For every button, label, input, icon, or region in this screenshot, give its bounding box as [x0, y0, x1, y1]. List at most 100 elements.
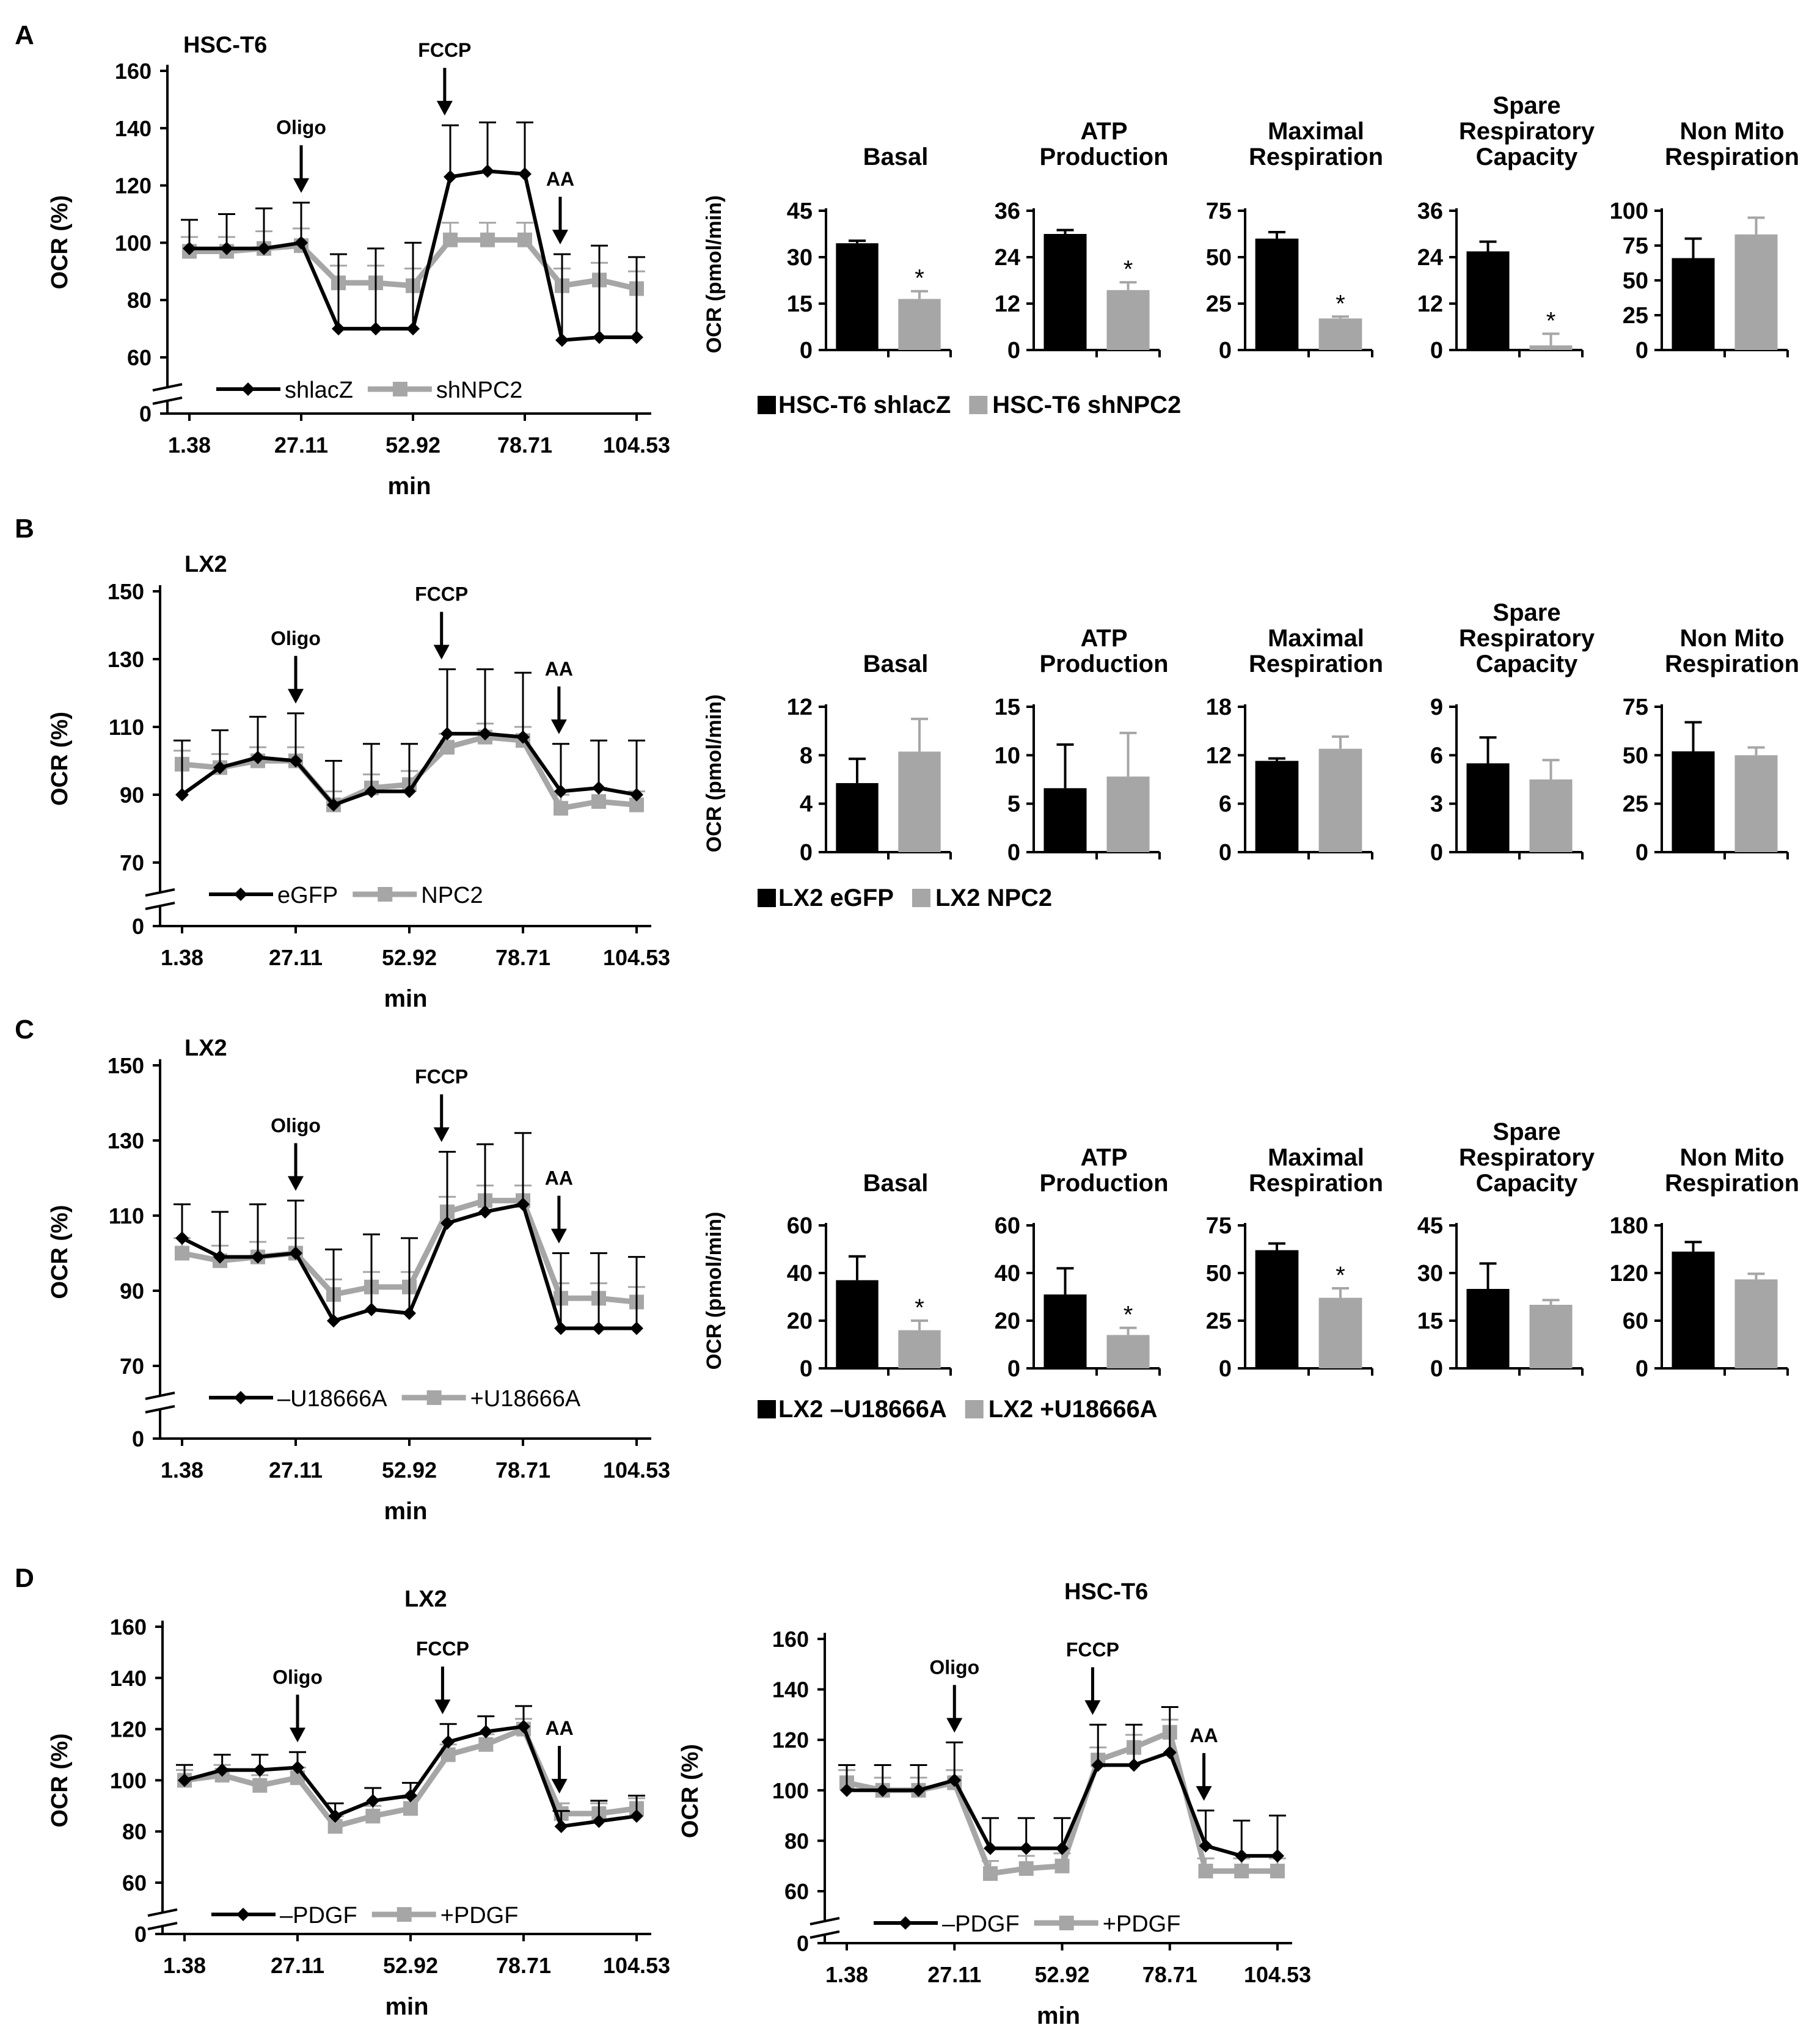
data-point	[1270, 1863, 1285, 1878]
bar-control	[1043, 788, 1087, 852]
y-tick-label: 75	[1206, 1213, 1232, 1239]
legend-marker	[236, 1908, 250, 1921]
data-point	[253, 1763, 267, 1777]
bar-control	[1672, 258, 1715, 350]
bar-panel-title-line: Maximal	[1268, 118, 1364, 145]
x-tick-label: 52.92	[383, 1953, 438, 1978]
y-tick-label: 12	[1206, 743, 1232, 768]
data-point	[630, 1809, 643, 1823]
y-tick-label: 45	[787, 199, 813, 224]
data-point	[554, 1819, 568, 1833]
y-zero-label: 0	[797, 1931, 809, 1956]
x-axis-label: min	[384, 985, 427, 1012]
y-tick-label: 50	[1623, 743, 1648, 768]
y-tick-label: 0	[1007, 1356, 1020, 1382]
x-tick-label: 52.92	[386, 432, 440, 458]
data-point	[178, 1773, 191, 1787]
data-point	[441, 1735, 455, 1749]
panel-label: A	[15, 20, 34, 50]
aa-annotation: AA	[1190, 1724, 1218, 1746]
legend-label: eGFP	[277, 883, 338, 908]
y-tick-label: 80	[784, 1828, 809, 1853]
panel-label: B	[15, 514, 34, 544]
y-tick-label: 50	[1206, 1261, 1232, 1286]
bar-panel-title-line: Respiration	[1665, 1170, 1799, 1197]
x-tick-label: 52.92	[1034, 1962, 1089, 1987]
bar-panel-title-line: Capacity	[1476, 1170, 1578, 1197]
y-tick-label: 120	[115, 173, 152, 199]
legend-label: shlacZ	[285, 378, 353, 403]
bar-panel-title-line: Production	[1039, 1170, 1168, 1197]
y-tick-label: 80	[127, 288, 152, 313]
data-point	[517, 1720, 530, 1734]
bar-panel-title-line: Spare	[1493, 599, 1560, 626]
y-tick-label: 8	[800, 743, 813, 768]
bar-panel-title-line: Respiratory	[1459, 118, 1595, 145]
data-point	[983, 1866, 998, 1881]
series-control	[176, 1705, 645, 1833]
panel-label: C	[15, 1015, 34, 1045]
y-tick-label: 110	[109, 1203, 144, 1228]
y-tick-label: 25	[1623, 303, 1648, 329]
data-point	[213, 1250, 227, 1264]
fccp-annotation: FCCP	[418, 39, 471, 61]
line-chart-D_left: D LX2 60 80 100 120 140 160 0 1.38 27.11 52.92 78.71…	[15, 1563, 670, 2020]
y-tick-label: 0	[800, 1356, 813, 1382]
data-point	[1234, 1863, 1249, 1878]
bar-panel-title-line: ATP	[1080, 1144, 1127, 1171]
y-tick-label: 6	[1219, 792, 1232, 817]
legend-label: LX2 NPC2	[935, 885, 1052, 911]
data-point	[365, 1809, 381, 1824]
data-point	[328, 1809, 342, 1823]
legend-label: LX2 eGFP	[778, 885, 894, 911]
y-tick-label: 70	[120, 850, 144, 875]
y-axis-label: OCR (%)	[678, 1744, 703, 1838]
data-point	[1271, 1849, 1284, 1863]
aa-annotation: AA	[545, 1167, 573, 1189]
axis-break-mark	[145, 1392, 175, 1400]
oligo-annotation: Oligo	[271, 1114, 321, 1136]
data-point	[478, 727, 492, 741]
x-tick-label: 1.38	[825, 1962, 868, 1987]
arrow-head	[293, 178, 309, 193]
bar-panel-title-line: Production	[1039, 651, 1168, 677]
y-tick-label: 180	[1610, 1213, 1648, 1239]
y-tick-label: 0	[1635, 338, 1648, 363]
series-control	[174, 1132, 645, 1335]
y-tick-label: 25	[1623, 792, 1648, 817]
bar-panel-title-line: Basal	[863, 1170, 929, 1197]
data-point	[630, 1321, 643, 1335]
x-tick-label: 1.38	[168, 432, 211, 458]
data-point	[251, 750, 265, 764]
x-tick-label: 78.71	[496, 1953, 551, 1978]
data-point	[875, 1783, 890, 1797]
bar-panel-title-line: Basal	[863, 144, 929, 170]
fccp-annotation: FCCP	[415, 583, 468, 605]
y-tick-label: 80	[122, 1819, 147, 1844]
bar-chart-group-C_bars: Basal0204060*ATPProduction0204060*Maxima…	[703, 1118, 1799, 1423]
y-axis-label: OCR (%)	[47, 1205, 73, 1299]
y-tick-label: 0	[1219, 1356, 1232, 1382]
legend-swatch	[912, 889, 930, 907]
y-tick-label: 130	[108, 1128, 144, 1153]
legend-marker	[426, 1390, 442, 1405]
y-tick-label: 30	[787, 245, 813, 271]
y-tick-label: 6	[1430, 743, 1443, 768]
oligo-annotation: Oligo	[272, 1666, 323, 1688]
bar-treatment	[1106, 1335, 1150, 1368]
y-tick-label: 150	[108, 1053, 144, 1078]
data-point	[984, 1841, 997, 1855]
axis-break-mark	[152, 396, 183, 405]
data-point	[403, 1801, 418, 1816]
arrow-head	[1084, 1700, 1101, 1715]
x-tick-label: 27.11	[269, 945, 323, 970]
bar-control	[1672, 1251, 1715, 1368]
bar-panel-title-line: ATP	[1080, 118, 1127, 145]
y-tick-label: 15	[1417, 1308, 1443, 1334]
arrow-head	[946, 1718, 963, 1733]
legend-marker	[378, 887, 393, 902]
data-point	[478, 1205, 492, 1219]
y-axis-label: OCR (pmol/min)	[703, 1212, 726, 1370]
